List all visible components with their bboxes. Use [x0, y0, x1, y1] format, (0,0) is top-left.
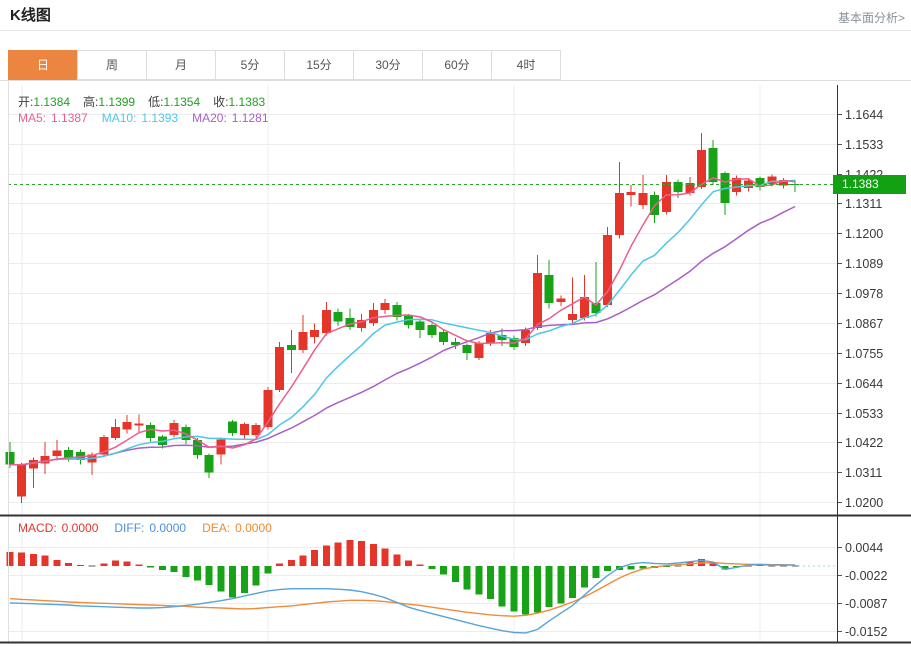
tab-hour4[interactable]: 4时	[491, 50, 561, 80]
svg-text:1.1533: 1.1533	[845, 138, 883, 152]
tab-week[interactable]: 周	[77, 50, 147, 80]
open-label: 开:	[18, 95, 34, 109]
interval-tabbar: 日周月 5分 15分 30分 60分 4时	[8, 50, 561, 80]
diff-label: DIFF:	[114, 521, 145, 535]
open-value: 1.1384	[33, 95, 71, 109]
tab-day[interactable]: 日	[8, 50, 78, 80]
page-title: K线图	[10, 7, 51, 24]
svg-text:1.1089: 1.1089	[845, 257, 883, 271]
macd-label: MACD:	[18, 521, 57, 535]
dea-value: 0.0000	[235, 521, 272, 535]
tab-min15[interactable]: 15分	[284, 50, 354, 80]
svg-text:1.0200: 1.0200	[845, 496, 883, 510]
tab-min60[interactable]: 60分	[422, 50, 492, 80]
macd-value: 0.0000	[61, 521, 99, 535]
ma20-value: 1.1281	[231, 111, 269, 125]
svg-text:0.0044: 0.0044	[845, 541, 883, 555]
close-label: 收:	[213, 95, 229, 109]
svg-text:-0.0152: -0.0152	[845, 625, 887, 639]
svg-text:1.0533: 1.0533	[845, 407, 883, 421]
low-label: 低:	[148, 95, 164, 109]
tab-month[interactable]: 月	[146, 50, 216, 80]
macd-info: MACD: 0.0000 DIFF: 0.0000 DEA: 0.0000	[18, 521, 277, 535]
svg-text:-0.0022: -0.0022	[845, 569, 887, 583]
svg-text:1.0422: 1.0422	[845, 436, 883, 450]
ma20-label: MA20:	[192, 111, 227, 125]
high-value: 1.1399	[98, 95, 136, 109]
svg-text:1.0978: 1.0978	[845, 287, 883, 301]
close-value: 1.1383	[228, 95, 266, 109]
diff-value: 0.0000	[149, 521, 187, 535]
ma5-value: 1.1387	[51, 111, 88, 125]
svg-text:1.0867: 1.0867	[845, 317, 883, 331]
title-divider	[0, 30, 911, 31]
high-label: 高:	[83, 95, 99, 109]
tab-min30[interactable]: 30分	[353, 50, 423, 80]
low-value: 1.1354	[163, 95, 201, 109]
ohlc-info: 开:1.1384 高:1.1399 低:1.1354 收:1.1383	[18, 93, 278, 110]
ma5-label: MA5:	[18, 111, 47, 125]
fundamental-analysis-link[interactable]: 基本面分析>	[837, 11, 905, 25]
svg-text:1.0755: 1.0755	[845, 347, 883, 361]
svg-text:1.0644: 1.0644	[845, 377, 883, 391]
svg-text:1.1311: 1.1311	[845, 197, 882, 211]
svg-text:1.0311: 1.0311	[845, 466, 882, 480]
tab-min5[interactable]: 5分	[215, 50, 285, 80]
current-price-tag: 1.1383	[833, 175, 906, 194]
svg-text:1.1200: 1.1200	[845, 227, 883, 241]
ma-info: MA5: 1.1387 MA10: 1.1393 MA20: 1.1281	[18, 111, 274, 125]
svg-text:1.1644: 1.1644	[845, 108, 883, 122]
dea-label: DEA:	[202, 521, 231, 535]
svg-text:-0.0087: -0.0087	[845, 597, 887, 611]
ma10-label: MA10:	[101, 111, 137, 125]
ma10-value: 1.1393	[141, 111, 179, 125]
